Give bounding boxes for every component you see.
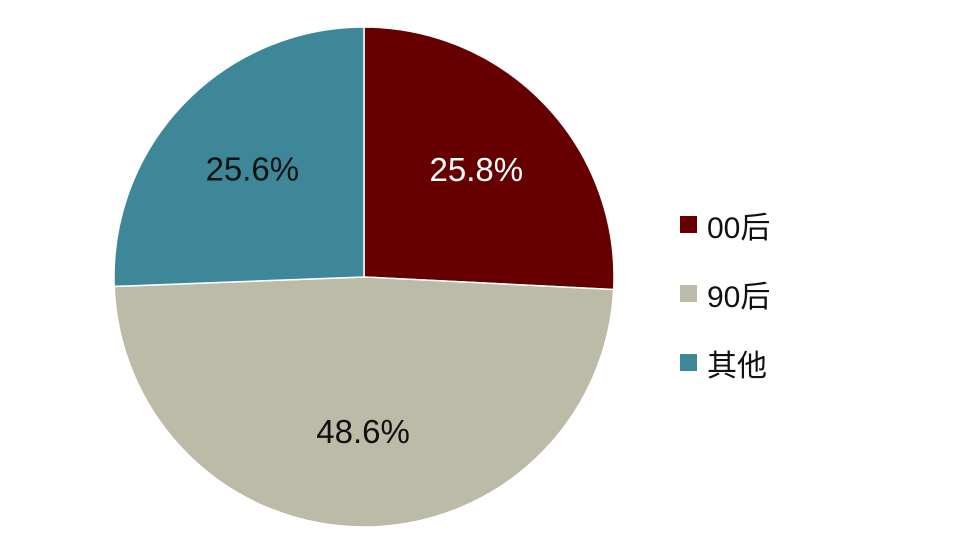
legend-swatch-90 [680, 285, 697, 302]
legend-label-00: 00后 [707, 211, 771, 245]
legend-label-other: 其他 [707, 349, 767, 383]
slice-other [113, 26, 365, 288]
legend-swatch-other [680, 354, 697, 371]
data-label-00: 25.8% [430, 151, 524, 188]
data-label-other: 25.6% [206, 150, 300, 187]
legend-item-00: 00后 [680, 190, 770, 259]
legend-item-90: 90后 [680, 259, 770, 328]
legend: 00后 90后 其他 [680, 190, 770, 397]
legend-label-90: 90后 [707, 280, 771, 314]
data-label-90: 48.6% [316, 413, 410, 450]
slice-00 [363, 26, 615, 291]
legend-item-other: 其他 [680, 328, 770, 397]
slice-90 [113, 276, 615, 528]
legend-swatch-00 [680, 216, 697, 233]
